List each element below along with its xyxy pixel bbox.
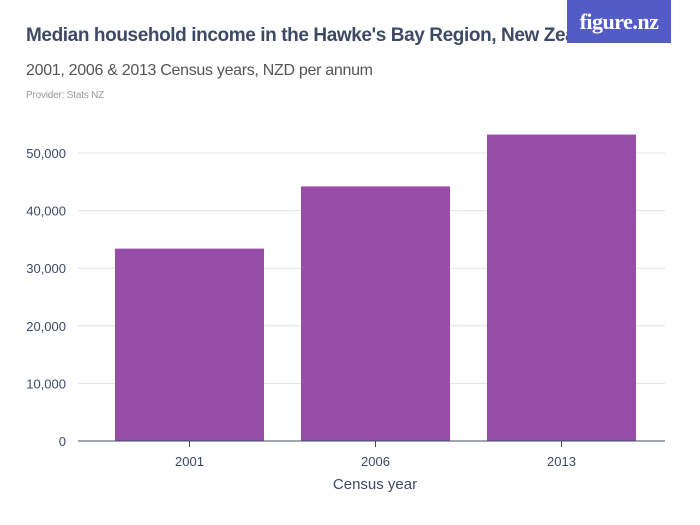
bar-2006: [301, 186, 450, 441]
figure-nz-logo[interactable]: figure.nz: [567, 0, 671, 43]
x-tick-label: 2001: [175, 454, 204, 469]
y-tick-label: 10,000: [26, 376, 66, 391]
y-tick-label: 40,000: [26, 204, 66, 219]
y-tick-label: 0: [59, 434, 66, 449]
chart-subtitle: 2001, 2006 & 2013 Census years, NZD per …: [26, 62, 373, 79]
x-axis-label: Census year: [333, 476, 417, 493]
bar-2001: [115, 248, 264, 441]
y-tick-label: 30,000: [26, 261, 66, 276]
bar-2013: [487, 134, 636, 441]
provider-text: Provider: Stats NZ: [26, 90, 105, 101]
y-tick-label: 50,000: [26, 146, 66, 161]
chart-title: Median household income in the Hawke's B…: [26, 25, 613, 46]
y-tick-label: 20,000: [26, 319, 66, 334]
x-tick-label: 2013: [547, 454, 576, 469]
x-tick-label: 2006: [361, 454, 390, 469]
